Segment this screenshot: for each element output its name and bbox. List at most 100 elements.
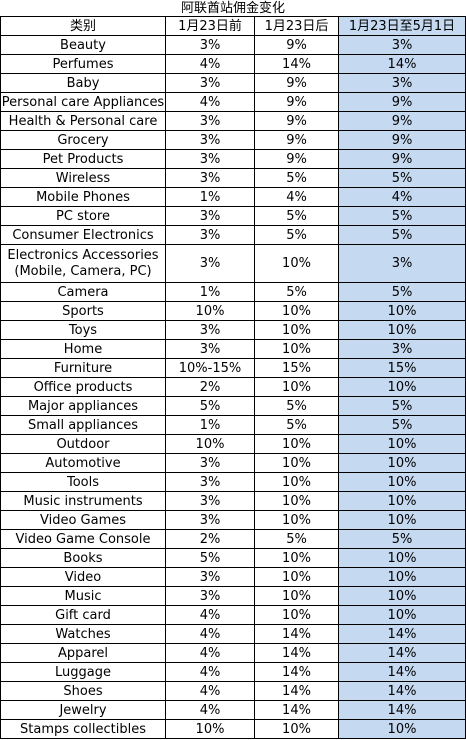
after-jan23-cell: 10% <box>254 567 339 587</box>
before-jan23-cell: 3% <box>165 320 255 340</box>
after-jan23-cell: 10% <box>254 244 339 283</box>
header-category: 类别 <box>0 16 166 36</box>
table-row: Video 3% 10% 10% <box>0 567 466 587</box>
after-jan23-cell: 4% <box>254 187 339 207</box>
table-row: Tools 3% 10% 10% <box>0 472 466 492</box>
category-cell: Video <box>0 567 166 587</box>
after-jan23-cell: 10% <box>254 434 339 454</box>
table-row: PC store 3% 5% 5% <box>0 206 466 226</box>
category-cell: Pet Products <box>0 149 166 169</box>
after-jan23-cell: 5% <box>254 225 339 245</box>
after-jan23-cell: 10% <box>254 491 339 511</box>
jan23-to-may1-cell: 14% <box>337 643 466 663</box>
before-jan23-cell: 4% <box>165 643 255 663</box>
after-jan23-cell: 15% <box>254 358 339 378</box>
category-cell: Luggage <box>0 662 166 682</box>
after-jan23-cell: 5% <box>254 206 339 226</box>
after-jan23-cell: 9% <box>254 130 339 150</box>
after-jan23-cell: 14% <box>254 643 339 663</box>
after-jan23-cell: 10% <box>254 510 339 530</box>
after-jan23-cell: 14% <box>254 700 339 720</box>
table-row: Outdoor 10% 10% 10% <box>0 434 466 454</box>
jan23-to-may1-cell: 10% <box>337 605 466 625</box>
table-row: Luggage 4% 14% 14% <box>0 662 466 682</box>
after-jan23-cell: 14% <box>254 662 339 682</box>
before-jan23-cell: 3% <box>165 73 255 93</box>
jan23-to-may1-cell: 14% <box>337 54 466 74</box>
before-jan23-cell: 4% <box>165 624 255 644</box>
table-row: Mobile Phones 1% 4% 4% <box>0 187 466 207</box>
table-row: Jewelry 4% 14% 14% <box>0 700 466 720</box>
after-jan23-cell: 9% <box>254 111 339 131</box>
table-row: Video Games 3% 10% 10% <box>0 510 466 530</box>
before-jan23-cell: 3% <box>165 35 255 55</box>
category-cell: Stamps collectibles <box>0 719 166 739</box>
before-jan23-cell: 10%-15% <box>165 358 255 378</box>
jan23-to-may1-cell: 14% <box>337 624 466 644</box>
table-row: Shoes 4% 14% 14% <box>0 681 466 701</box>
before-jan23-cell: 3% <box>165 567 255 587</box>
jan23-to-may1-cell: 10% <box>337 377 466 397</box>
after-jan23-cell: 10% <box>254 548 339 568</box>
table-row: Electronics Accessories (Mobile, Camera,… <box>0 244 466 283</box>
category-cell: Toys <box>0 320 166 340</box>
jan23-to-may1-cell: 14% <box>337 700 466 720</box>
table-row: Baby 3% 9% 3% <box>0 73 466 93</box>
jan23-to-may1-cell: 10% <box>337 510 466 530</box>
after-jan23-cell: 14% <box>254 681 339 701</box>
before-jan23-cell: 4% <box>165 92 255 112</box>
after-jan23-cell: 10% <box>254 453 339 473</box>
after-jan23-cell: 9% <box>254 35 339 55</box>
before-jan23-cell: 1% <box>165 415 255 435</box>
category-cell: Wireless <box>0 168 166 188</box>
category-cell: Sports <box>0 301 166 321</box>
before-jan23-cell: 10% <box>165 301 255 321</box>
category-cell: Small appliances <box>0 415 166 435</box>
jan23-to-may1-cell: 10% <box>337 548 466 568</box>
jan23-to-may1-cell: 10% <box>337 586 466 606</box>
category-cell: Personal care Appliances <box>0 92 166 112</box>
before-jan23-cell: 2% <box>165 377 255 397</box>
jan23-to-may1-cell: 10% <box>337 453 466 473</box>
jan23-to-may1-cell: 5% <box>337 168 466 188</box>
jan23-to-may1-cell: 10% <box>337 301 466 321</box>
jan23-to-may1-cell: 10% <box>337 434 466 454</box>
category-cell: Furniture <box>0 358 166 378</box>
table-row: Gift card 4% 10% 10% <box>0 605 466 625</box>
category-cell: Beauty <box>0 35 166 55</box>
jan23-to-may1-cell: 4% <box>337 187 466 207</box>
title-row: 阿联酋站佣金变化 <box>1 0 466 17</box>
category-cell: PC store <box>0 206 166 226</box>
before-jan23-cell: 3% <box>165 225 255 245</box>
table-row: Office products 2% 10% 10% <box>0 377 466 397</box>
category-cell: Shoes <box>0 681 166 701</box>
table-row: Wireless 3% 5% 5% <box>0 168 466 188</box>
table-row: Beauty 3% 9% 3% <box>0 35 466 55</box>
after-jan23-cell: 10% <box>254 586 339 606</box>
category-cell: Apparel <box>0 643 166 663</box>
after-jan23-cell: 10% <box>254 377 339 397</box>
jan23-to-may1-cell: 3% <box>337 35 466 55</box>
after-jan23-cell: 14% <box>254 624 339 644</box>
category-cell: Outdoor <box>0 434 166 454</box>
before-jan23-cell: 3% <box>165 339 255 359</box>
before-jan23-cell: 3% <box>165 510 255 530</box>
after-jan23-cell: 5% <box>254 529 339 549</box>
jan23-to-may1-cell: 10% <box>337 472 466 492</box>
before-jan23-cell: 3% <box>165 586 255 606</box>
jan23-to-may1-cell: 10% <box>337 320 466 340</box>
before-jan23-cell: 1% <box>165 282 255 302</box>
table-row: Toys 3% 10% 10% <box>0 320 466 340</box>
jan23-to-may1-cell: 5% <box>337 282 466 302</box>
table-row: Pet Products 3% 9% 9% <box>0 149 466 169</box>
after-jan23-cell: 5% <box>254 168 339 188</box>
jan23-to-may1-cell: 14% <box>337 681 466 701</box>
category-cell: Music <box>0 586 166 606</box>
after-jan23-cell: 9% <box>254 149 339 169</box>
table-row: Consumer Electronics 3% 5% 5% <box>0 225 466 245</box>
after-jan23-cell: 10% <box>254 605 339 625</box>
table-row: Home 3% 10% 3% <box>0 339 466 359</box>
before-jan23-cell: 1% <box>165 187 255 207</box>
